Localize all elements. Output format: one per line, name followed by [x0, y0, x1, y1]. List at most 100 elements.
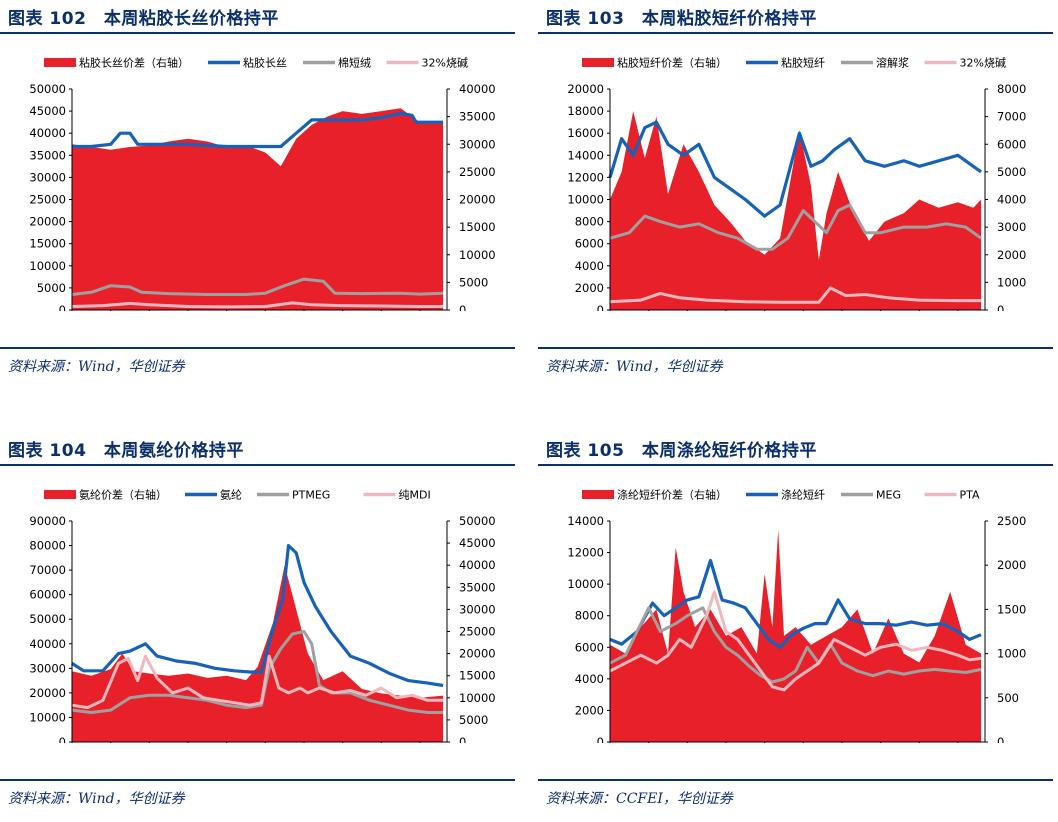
chart-plot: 粘胶长丝价差（右轴） 粘胶长丝 棉短绒 32%烧碱 0 5000 10000 15000 200… — [29, 56, 496, 311]
chart-title: 图表 103 本周粘胶短纤价格持平 — [546, 9, 817, 29]
legend-label: 纯MDI — [399, 489, 431, 502]
legend-label: 棉短绒 — [338, 56, 371, 70]
series-line — [609, 286, 982, 304]
y-tick-label-left: 18000 — [567, 104, 604, 118]
legend-swatch — [582, 58, 614, 67]
y-tick-label-right: 0 — [459, 735, 466, 743]
series-line — [71, 654, 444, 710]
y-tick-label-left: 4000 — [575, 259, 604, 273]
y-tick-label-right: 1500 — [997, 602, 1026, 616]
legend-item: 纯MDI — [363, 489, 431, 502]
y-tick-label-right: 45000 — [459, 536, 496, 550]
y-tick-label-left: 0 — [597, 735, 604, 743]
series-area-spread — [610, 529, 982, 742]
chart-plot: 粘胶短纤价差（右轴） 粘胶短纤 溶解浆 32%烧碱 0 2000 4000 6000 8000 1… — [567, 56, 1026, 311]
y-tick-label-right: 20000 — [459, 193, 496, 207]
chart-panel-105: 图表 105 本周涤纶短纤价格持平 涤纶短纤价差（右轴） 涤纶短纤 MEG PTA 0 2… — [538, 432, 1053, 822]
y-tick-label-left: 90000 — [29, 514, 66, 528]
y-tick-label-left: 10000 — [29, 710, 66, 724]
y-tick-label-left: 70000 — [29, 563, 66, 577]
source-rule — [0, 347, 515, 349]
y-tick-label-left: 8000 — [575, 609, 604, 623]
y-tick-label-left: 30000 — [29, 170, 66, 184]
series-line — [72, 111, 444, 149]
y-tick-label-left: 4000 — [575, 672, 604, 686]
y-tick-label-left: 5000 — [37, 281, 66, 295]
y-tick-label-left: 2000 — [575, 281, 604, 295]
y-tick-label-left: 14000 — [567, 148, 604, 162]
legend-item: MEG — [841, 489, 901, 502]
legend-label: 粘胶长丝 — [243, 56, 287, 70]
chart-plot: 氨纶价差（右轴） 氨纶 PTMEG 纯MDI 0 10000 20000 30000 40000… — [29, 488, 496, 743]
chart-title: 图表 102 本周粘胶长丝价格持平 — [8, 9, 279, 29]
y-tick-label-right: 15000 — [459, 669, 496, 683]
series-area-spread — [72, 565, 444, 742]
y-tick-label-right: 10000 — [459, 248, 496, 262]
y-tick-label-left: 20000 — [567, 82, 604, 96]
y-tick-label-left: 80000 — [29, 539, 66, 553]
series-line — [71, 301, 444, 309]
y-tick-label-right: 3000 — [997, 220, 1026, 234]
chart-source: 资料来源：Wind，华创证券 — [8, 791, 185, 807]
series-line — [609, 203, 982, 251]
legend-item: PTMEG — [257, 489, 330, 502]
y-tick-label-right: 8000 — [997, 82, 1026, 96]
y-tick-label-right: 6000 — [997, 137, 1026, 151]
legend-item: 涤纶短纤 — [746, 488, 825, 502]
chart-title: 图表 104 本周氨纶价格持平 — [8, 441, 244, 461]
legend-item: 溶解浆 — [841, 56, 909, 70]
legend-label: 粘胶长丝价差（右轴） — [79, 56, 189, 70]
y-tick-label-right: 7000 — [997, 110, 1026, 124]
y-tick-label-left: 6000 — [575, 640, 604, 654]
y-tick-label-left: 2000 — [575, 703, 604, 717]
legend-label: 粘胶短纤 — [781, 56, 825, 70]
y-tick-label-left: 6000 — [575, 237, 604, 251]
legend-swatch — [582, 490, 614, 499]
legend-swatch — [44, 58, 76, 67]
y-tick-label-right: 4000 — [997, 193, 1026, 207]
legend-item: 粘胶短纤 — [746, 56, 825, 70]
y-tick-label-left: 60000 — [29, 588, 66, 602]
chart-plot: 涤纶短纤价差（右轴） 涤纶短纤 MEG PTA 0 2000 4000 6000 8000 100… — [567, 488, 1026, 743]
y-tick-label-right: 5000 — [997, 165, 1026, 179]
series-line — [609, 606, 982, 684]
series-line — [609, 590, 982, 692]
y-tick-label-left: 10000 — [29, 259, 66, 273]
y-tick-label-left: 20000 — [29, 215, 66, 229]
y-tick-label-left: 16000 — [567, 126, 604, 140]
y-tick-label-right: 1000 — [997, 275, 1026, 289]
legend-item: 棉短绒 — [303, 56, 371, 70]
chart-source: 资料来源：CCFEI，华创证券 — [546, 791, 733, 807]
y-tick-label-left: 30000 — [29, 661, 66, 675]
series-line — [608, 120, 983, 218]
series-line — [71, 277, 444, 296]
y-tick-label-right: 35000 — [459, 110, 496, 124]
title-rule — [538, 32, 1053, 34]
legend-label: MEG — [876, 489, 901, 502]
y-tick-label-left: 15000 — [29, 237, 66, 251]
y-tick-label-right: 2000 — [997, 558, 1026, 572]
legend-swatch — [44, 490, 76, 499]
chart-panel-104: 图表 104 本周氨纶价格持平 氨纶价差（右轴） 氨纶 PTMEG 纯MDI 0 1000… — [0, 432, 515, 822]
legend-item: 涤纶短纤价差（右轴） — [582, 488, 727, 502]
legend-label: 溶解浆 — [876, 56, 909, 70]
y-tick-label-left: 0 — [59, 303, 66, 311]
legend-label: PTA — [960, 489, 980, 502]
series-line — [609, 558, 982, 649]
chart-title: 图表 105 本周涤纶短纤价格持平 — [546, 441, 817, 461]
y-tick-label-left: 0 — [59, 735, 66, 743]
chart-source: 资料来源：Wind，华创证券 — [546, 359, 723, 375]
legend-label: 涤纶短纤 — [781, 488, 825, 502]
legend-label: 32%烧碱 — [422, 57, 468, 70]
y-tick-label-left: 25000 — [29, 193, 66, 207]
y-tick-label-left: 45000 — [29, 104, 66, 118]
y-tick-label-right: 2000 — [997, 248, 1026, 262]
title-rule — [0, 464, 515, 466]
series-area-spread — [610, 111, 982, 310]
title-rule — [538, 464, 1053, 466]
y-tick-label-left: 14000 — [567, 514, 604, 528]
y-tick-label-left: 50000 — [29, 612, 66, 626]
y-tick-label-right: 15000 — [459, 220, 496, 234]
legend-label: 粘胶短纤价差（右轴） — [617, 56, 727, 70]
series-area-spread — [72, 108, 444, 310]
